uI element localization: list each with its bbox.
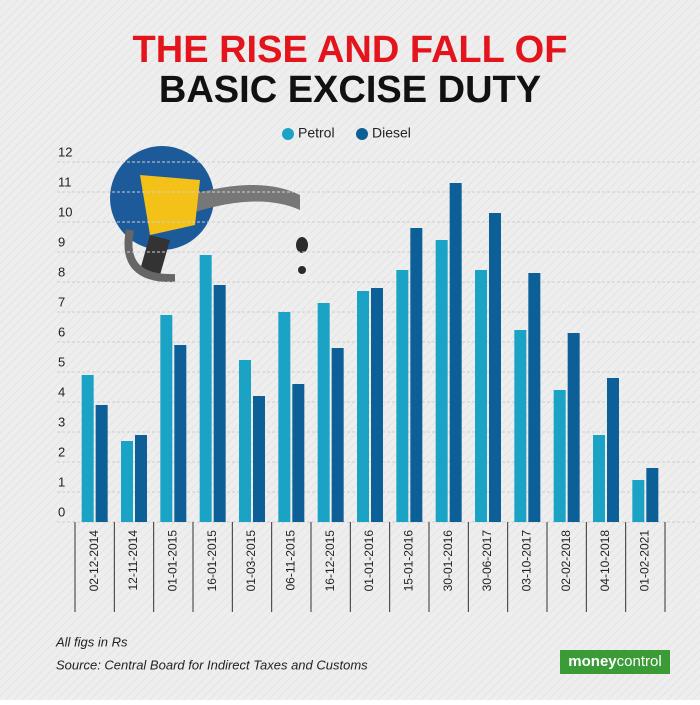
bar xyxy=(160,315,173,522)
logo: moneycontrol xyxy=(568,653,661,670)
x-tick-label: 02-12-2014 xyxy=(87,530,101,592)
x-tick-label: 16-01-2015 xyxy=(205,530,219,592)
y-tick-label: 6 xyxy=(58,324,65,339)
bar xyxy=(292,384,305,522)
bar xyxy=(528,273,541,522)
legend-label: Petrol xyxy=(298,125,335,141)
bar xyxy=(371,288,383,522)
x-tick-label: 03-10-2017 xyxy=(520,530,534,592)
legend-swatch xyxy=(282,128,294,140)
y-tick-label: 10 xyxy=(58,204,72,219)
x-tick-label: 01-01-2016 xyxy=(362,530,376,592)
y-tick-label: 1 xyxy=(58,474,65,489)
bar xyxy=(396,270,409,522)
x-tick-label: 04-10-2018 xyxy=(598,530,612,592)
bar xyxy=(607,378,619,522)
bar xyxy=(553,390,566,522)
y-tick-label: 12 xyxy=(58,144,72,159)
x-tick-label: 30-06-2017 xyxy=(480,530,494,592)
y-tick-label: 0 xyxy=(58,504,65,519)
bar xyxy=(199,255,212,522)
legend: Petrol Diesel xyxy=(282,125,411,141)
legend-swatch xyxy=(356,128,368,140)
note: All figs in Rs xyxy=(55,634,128,649)
title-line-1: THE RISE AND FALL OF xyxy=(133,29,568,71)
bar xyxy=(239,360,251,522)
y-tick-label: 3 xyxy=(58,414,65,429)
bar xyxy=(317,303,330,522)
x-tick-label: 15-01-2016 xyxy=(402,530,416,592)
bar xyxy=(81,375,94,522)
logo-part: money xyxy=(568,653,617,670)
bar xyxy=(121,441,133,522)
x-tick-label: 01-03-2015 xyxy=(244,530,258,592)
x-tick-label: 30-01-2016 xyxy=(441,530,455,592)
bar xyxy=(278,312,291,522)
x-tick-label: 01-02-2021 xyxy=(638,530,652,592)
bar xyxy=(410,228,423,522)
bar xyxy=(95,405,108,522)
y-tick-label: 8 xyxy=(58,264,65,279)
x-tick-label: 01-01-2015 xyxy=(166,530,180,592)
y-tick-label: 2 xyxy=(58,444,65,459)
bar xyxy=(567,333,580,522)
bar xyxy=(514,330,527,522)
y-tick-label: 9 xyxy=(58,234,65,249)
x-tick-label: 12-11-2014 xyxy=(126,530,140,591)
x-tick-label: 02-02-2018 xyxy=(559,530,573,592)
bar xyxy=(213,285,226,522)
logo-part: control xyxy=(617,653,662,670)
source: Source: Central Board for Indirect Taxes… xyxy=(56,657,368,672)
bar xyxy=(475,270,487,522)
bar xyxy=(357,291,369,522)
y-tick-label: 5 xyxy=(58,354,65,369)
bar xyxy=(449,183,462,522)
bar xyxy=(135,435,147,522)
y-tick-label: 4 xyxy=(58,384,65,399)
bar xyxy=(646,468,659,522)
title-line-2: BASIC EXCISE DUTY xyxy=(159,69,541,111)
bar xyxy=(435,240,448,522)
bar xyxy=(632,480,645,522)
y-tick-label: 11 xyxy=(58,174,72,189)
x-tick-label: 06-11-2015 xyxy=(284,530,298,591)
y-tick-label: 7 xyxy=(58,294,65,309)
logo-box xyxy=(560,650,670,674)
bar xyxy=(253,396,265,522)
bar xyxy=(593,435,605,522)
legend-label: Diesel xyxy=(372,125,411,141)
bar xyxy=(174,345,187,522)
bar xyxy=(489,213,501,522)
bar xyxy=(331,348,344,522)
x-tick-label: 16-12-2015 xyxy=(323,530,337,592)
